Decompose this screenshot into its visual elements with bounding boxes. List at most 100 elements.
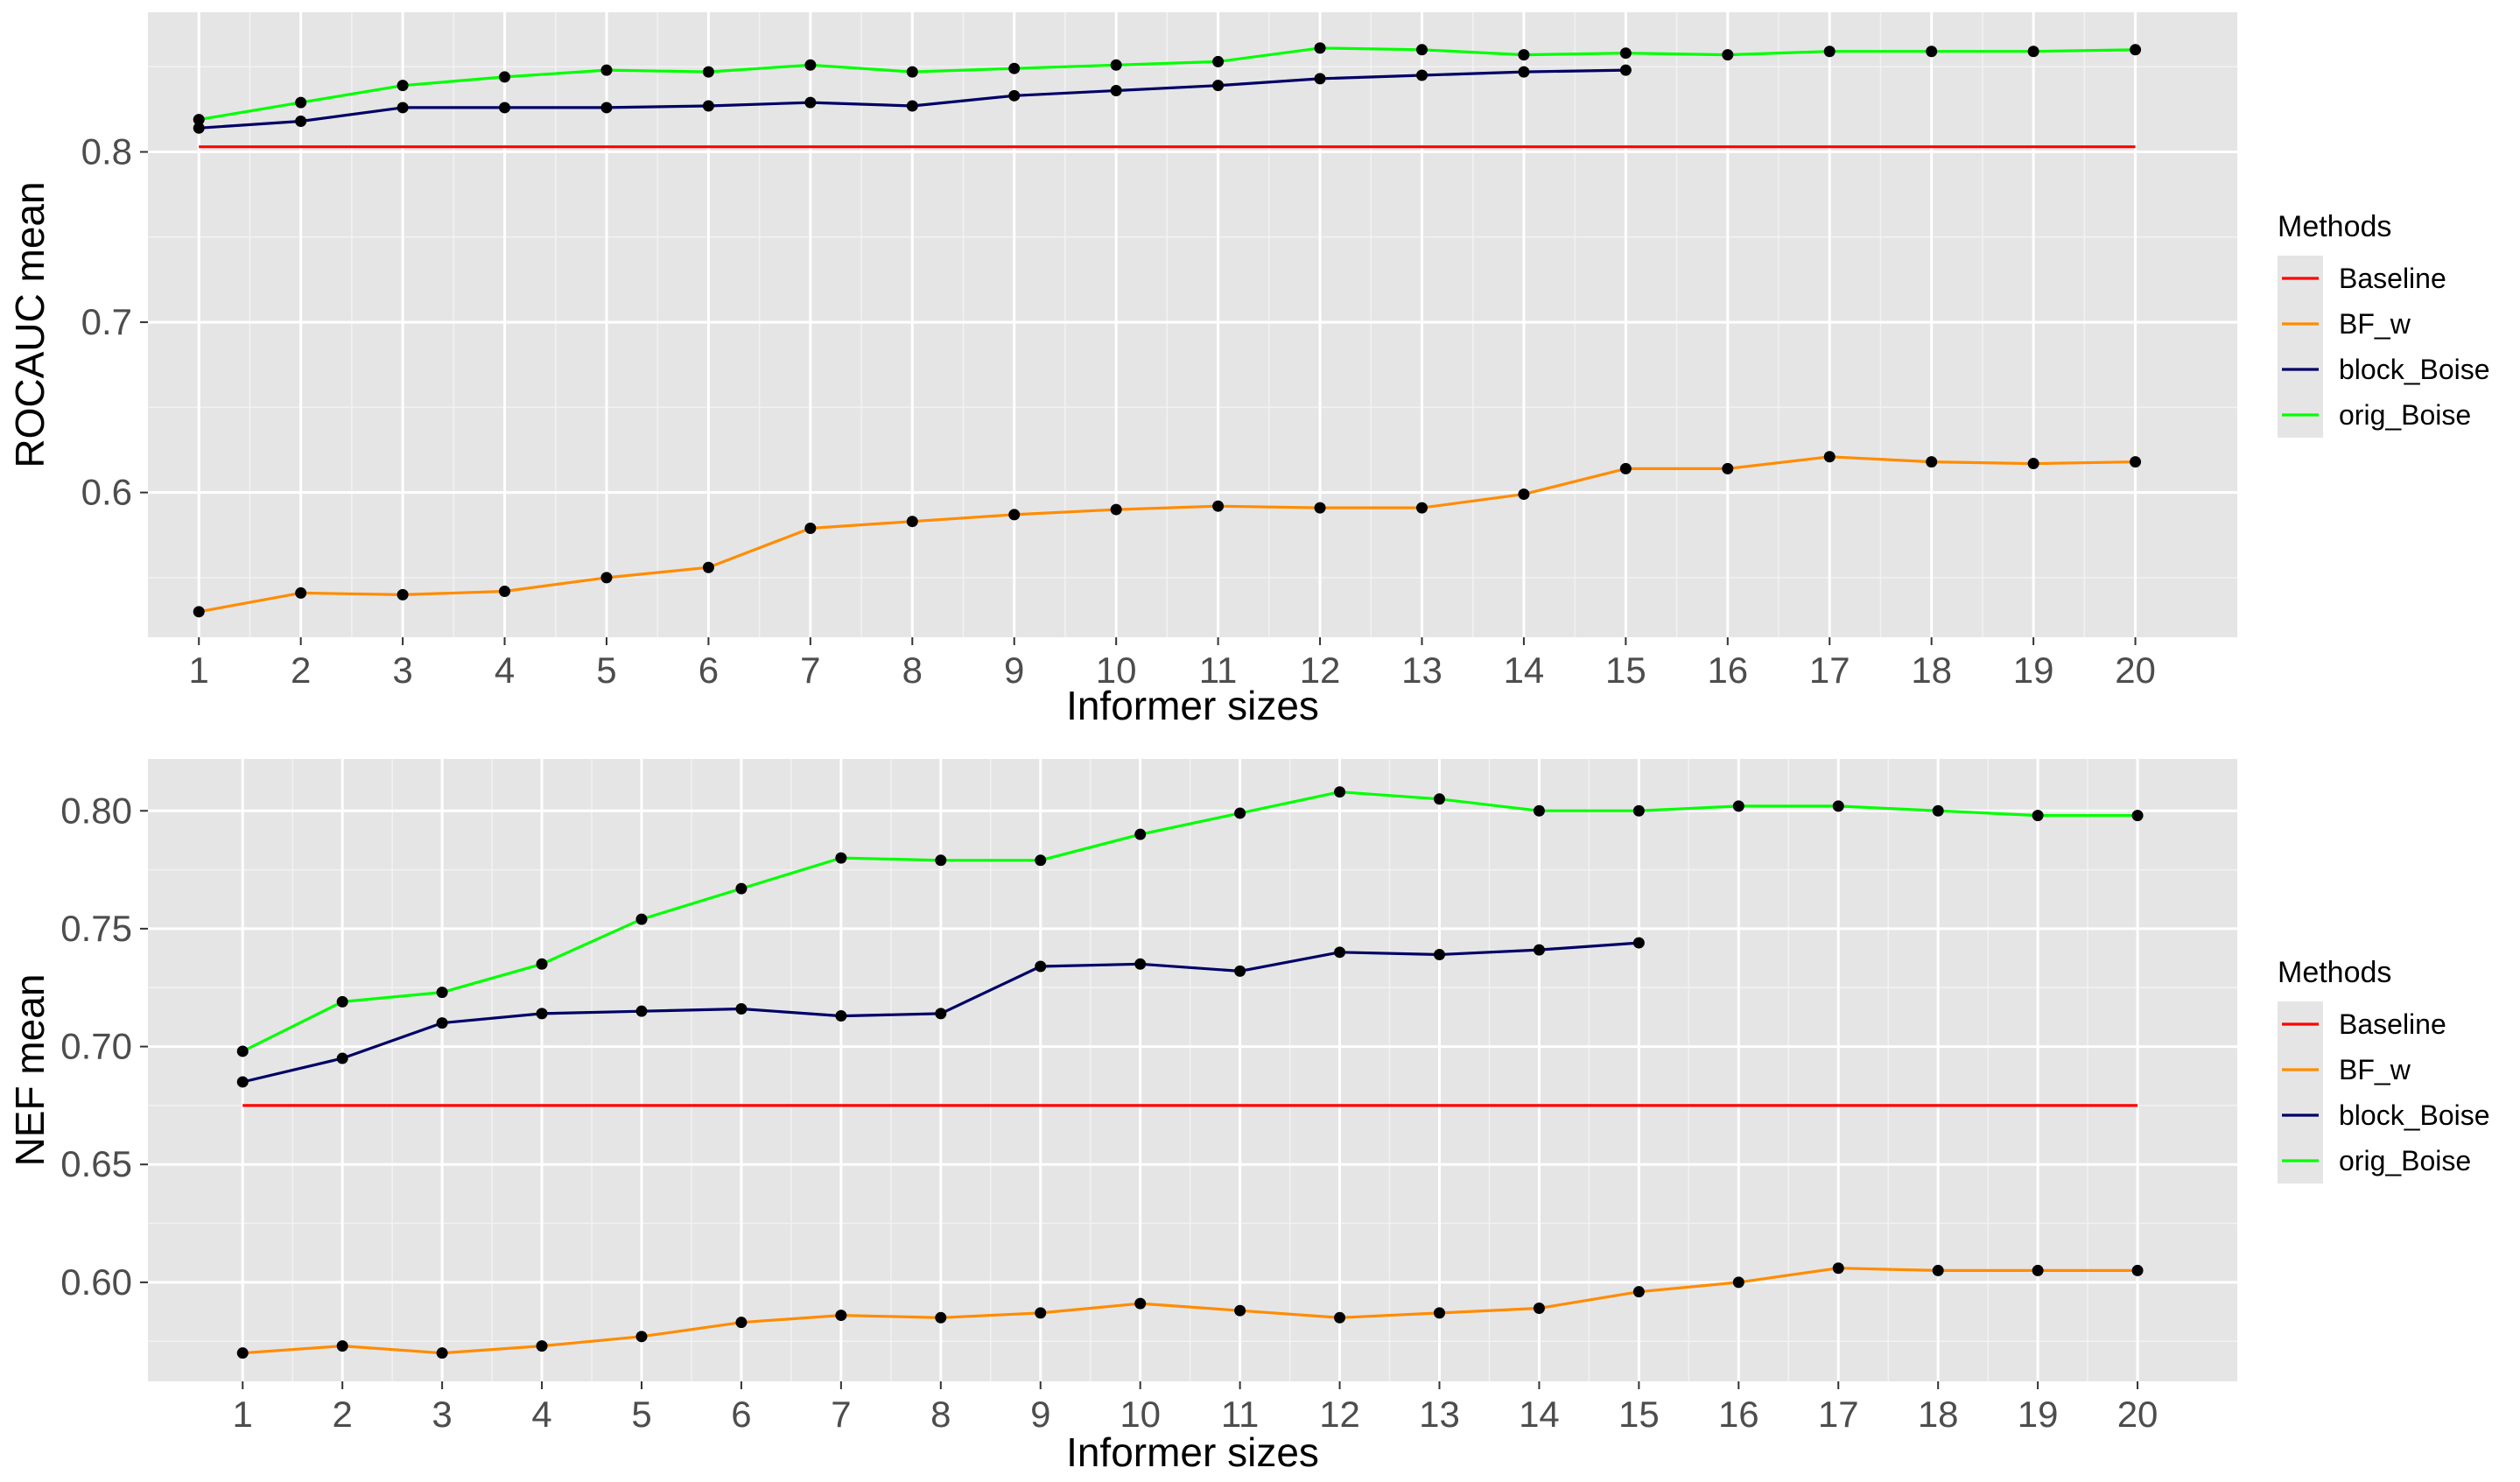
x-tick-label: 8: [902, 650, 923, 691]
data-point-block_boise: [193, 122, 205, 134]
data-point-block_boise: [1415, 69, 1428, 81]
x-axis-title: Informer sizes: [1066, 1429, 1319, 1475]
data-point-bf_w: [835, 1310, 847, 1322]
data-point-orig_boise: [1008, 62, 1021, 74]
data-point-orig_boise: [1932, 804, 1944, 817]
data-point-orig_boise: [1415, 44, 1428, 56]
data-point-bf_w: [397, 588, 409, 601]
legend: Methods Baseline BF_w block_Boise orig_Boise: [2278, 210, 2490, 438]
data-point-bf_w: [635, 1331, 648, 1343]
legend-label-block_boise: block_Boise: [2339, 354, 2490, 385]
x-tick-label: 8: [930, 1394, 951, 1435]
data-point-orig_boise: [1722, 49, 1734, 61]
x-tick-label: 3: [392, 650, 412, 691]
data-point-orig_boise: [1732, 800, 1744, 812]
data-point-orig_boise: [2130, 44, 2142, 56]
data-point-block_boise: [336, 1052, 348, 1064]
data-point-orig_boise: [702, 66, 714, 78]
data-point-orig_boise: [1832, 800, 1844, 812]
x-tick-label: 11: [1199, 650, 1238, 691]
data-point-bf_w: [1110, 503, 1122, 516]
x-tick-label: 5: [596, 650, 616, 691]
data-point-orig_boise: [2032, 810, 2044, 822]
data-point-block_boise: [1110, 84, 1122, 96]
plot-background: [148, 759, 2237, 1381]
data-point-bf_w: [1533, 1303, 1545, 1315]
series-line-bf_w: [198, 455, 2136, 614]
x-tick-label: 13: [1401, 650, 1443, 691]
data-point-orig_boise: [1619, 47, 1632, 60]
data-point-bf_w: [2131, 1264, 2144, 1276]
x-axis-title: Informer sizes: [1066, 683, 1319, 728]
plot-background: [148, 12, 2237, 637]
legend-label-baseline: Baseline: [2339, 263, 2446, 294]
data-point-bf_w: [1234, 1304, 1246, 1317]
x-tick-label: 10: [1120, 1394, 1161, 1435]
x-tick-label: 7: [831, 1394, 851, 1435]
data-point-bf_w: [536, 1340, 548, 1352]
data-point-orig_boise: [1035, 854, 1047, 867]
x-tick-label: 3: [432, 1394, 452, 1435]
y-axis-title: NEF mean: [7, 974, 53, 1167]
data-point-bf_w: [935, 1311, 947, 1324]
x-tick-label: 15: [1605, 650, 1646, 691]
data-point-orig_boise: [236, 1045, 249, 1057]
data-point-orig_boise: [1823, 46, 1836, 58]
x-tick-label: 15: [1618, 1394, 1660, 1435]
data-point-block_boise: [1212, 80, 1225, 92]
data-point-block_boise: [702, 100, 714, 112]
data-point-orig_boise: [804, 59, 817, 71]
y-tick-label: 0.65: [60, 1143, 132, 1184]
x-tick-label: 14: [1519, 1394, 1560, 1435]
data-point-orig_boise: [295, 96, 307, 109]
y-axis: 0.6 0.7 0.8: [81, 131, 148, 513]
data-point-bf_w: [1722, 462, 1734, 474]
data-point-orig_boise: [1334, 786, 1346, 798]
data-point-orig_boise: [1533, 804, 1545, 817]
data-point-orig_boise: [436, 987, 448, 999]
data-point-bf_w: [1823, 451, 1836, 463]
x-tick-label: 12: [1319, 1394, 1360, 1435]
data-point-orig_boise: [1234, 807, 1246, 819]
data-point-block_boise: [1518, 66, 1530, 78]
x-tick-label: 17: [1818, 1394, 1859, 1435]
data-point-block_boise: [397, 102, 409, 114]
data-point-bf_w: [1632, 1286, 1645, 1298]
data-point-block_boise: [1433, 949, 1445, 961]
data-point-bf_w: [1619, 462, 1632, 474]
data-point-bf_w: [2130, 456, 2142, 468]
data-point-orig_boise: [1433, 793, 1445, 805]
data-point-bf_w: [193, 606, 205, 618]
data-point-block_boise: [835, 1010, 847, 1022]
data-point-bf_w: [295, 586, 307, 599]
x-tick-label: 2: [291, 650, 311, 691]
x-tick-label: 20: [2117, 1394, 2158, 1435]
data-point-bf_w: [1035, 1307, 1047, 1319]
y-tick-label: 0.75: [60, 908, 132, 949]
x-tick-label: 9: [1004, 650, 1024, 691]
x-tick-label: 18: [1911, 650, 1952, 691]
data-point-block_boise: [735, 1002, 748, 1015]
data-point-block_boise: [436, 1017, 448, 1029]
data-point-block_boise: [295, 116, 307, 128]
x-tick-label: 9: [1030, 1394, 1050, 1435]
data-point-bf_w: [1134, 1297, 1147, 1310]
data-point-bf_w: [702, 561, 714, 573]
data-point-bf_w: [1832, 1262, 1844, 1275]
data-point-orig_boise: [635, 913, 648, 925]
minor-gridlines: [148, 12, 2237, 637]
x-tick-label: 12: [1300, 650, 1341, 691]
data-point-bf_w: [1926, 456, 1938, 468]
x-tick-label: 6: [731, 1394, 751, 1435]
x-tick-label: 1: [189, 650, 209, 691]
data-point-orig_boise: [2027, 46, 2039, 58]
legend: Methods Baseline BF_w block_Boise orig_Boise: [2278, 956, 2490, 1183]
legend-label-block_boise: block_Boise: [2339, 1099, 2490, 1131]
data-point-bf_w: [1334, 1311, 1346, 1324]
data-point-bf_w: [1433, 1307, 1445, 1319]
data-point-orig_boise: [1926, 46, 1938, 58]
x-tick-label: 17: [1809, 650, 1850, 691]
data-point-block_boise: [1234, 965, 1246, 977]
x-tick-label: 11: [1221, 1394, 1260, 1435]
legend-title: Methods: [2278, 956, 2391, 989]
